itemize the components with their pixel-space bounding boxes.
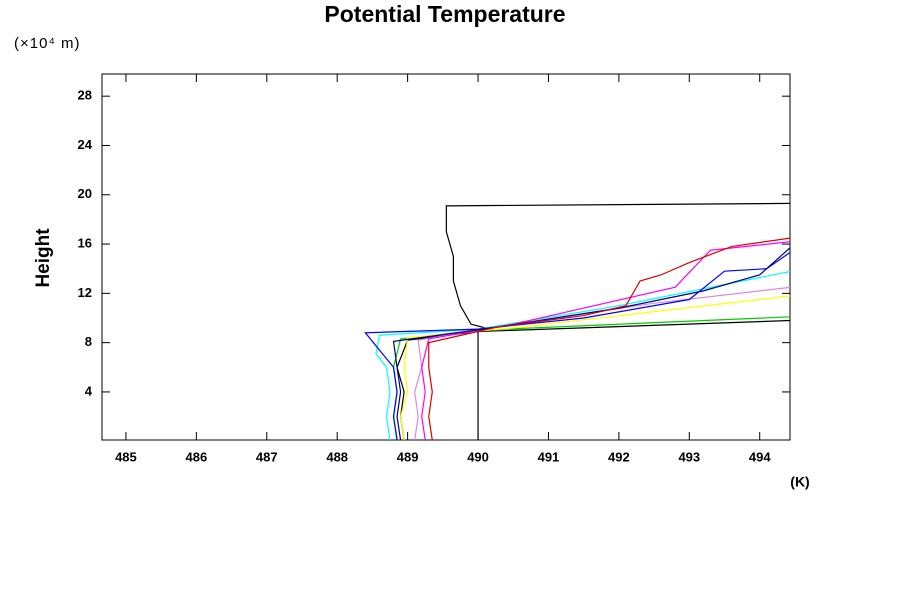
profile-line: [421, 241, 790, 440]
profile-line: [445, 202, 790, 329]
plot-frame: [101, 73, 791, 441]
y-tick-label: 24: [78, 137, 93, 152]
y-tick-label: 12: [78, 285, 92, 300]
y-tick-label: 4: [85, 383, 93, 398]
x-unit: (K): [790, 474, 809, 490]
profile-line: [396, 319, 790, 440]
y-tick-label: 16: [78, 235, 92, 250]
profile-line: [364, 251, 790, 440]
chart-title: Potential Temperature: [324, 1, 565, 27]
y-tick-label: 28: [78, 88, 92, 103]
y-unit: (×10⁴ m): [14, 35, 81, 52]
y-tick-label: 8: [85, 334, 92, 349]
x-tick-label: 486: [186, 449, 208, 464]
x-tick-label: 492: [608, 449, 630, 464]
profile-line: [392, 246, 790, 440]
profile-line: [428, 237, 790, 440]
x-tick-label: 488: [326, 449, 348, 464]
y-tick-label: 20: [78, 186, 92, 201]
x-tick-label: 485: [115, 449, 137, 464]
profile-line: [375, 270, 790, 440]
x-tick-label: 487: [256, 449, 278, 464]
x-tick-label: 489: [397, 449, 419, 464]
x-tick-label: 494: [749, 449, 771, 464]
x-tick-label: 493: [678, 449, 700, 464]
y-axis-label: Height: [33, 228, 54, 288]
x-tick-label: 490: [467, 449, 489, 464]
profile-line: [399, 295, 790, 440]
x-tick-label: 491: [538, 449, 560, 464]
plot-lines: [364, 202, 790, 440]
profile-line: [414, 286, 790, 440]
